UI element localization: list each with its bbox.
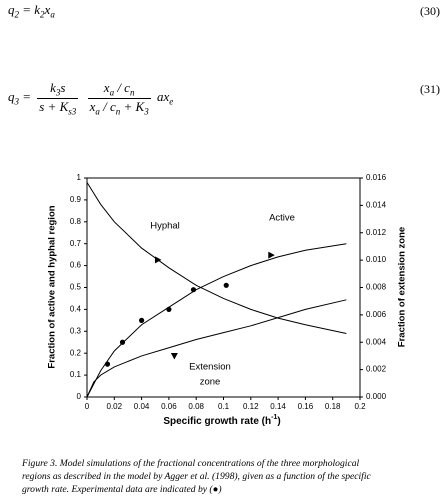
- eq-sub: a: [109, 87, 115, 98]
- curve: [86, 243, 347, 398]
- annotation: Active: [269, 213, 295, 224]
- x-tick-label: 0.04: [134, 402, 150, 411]
- y-tick-label: 0.8: [70, 217, 82, 226]
- eq-sub: 2: [14, 9, 20, 20]
- data-point: [119, 339, 126, 345]
- x-tick-label: 0.02: [107, 402, 123, 411]
- equation: q2 = k2xa: [8, 2, 55, 20]
- eq-text: = k: [22, 2, 41, 17]
- eq-text: x: [44, 2, 51, 17]
- eq-sub: 3: [144, 106, 149, 117]
- y-tick-label: 0.3: [70, 326, 82, 335]
- y2-tick-label: 0.000: [366, 392, 387, 401]
- eq-text: x: [103, 80, 110, 95]
- chart: Fraction of active and hyphal region Fra…: [47, 173, 408, 427]
- x-tick-label: 0.08: [188, 402, 204, 411]
- eq-sub: 2: [40, 9, 45, 20]
- y2-tick-label: 0.010: [366, 255, 387, 264]
- data-point: [166, 306, 172, 312]
- y2-tick-label: 0.016: [366, 173, 387, 182]
- x-tick-label: 0.12: [243, 402, 259, 411]
- eq-text: s + K: [39, 98, 69, 114]
- eq-number: (30): [420, 4, 440, 18]
- y2-tick-label: 0.008: [366, 283, 387, 292]
- y2-tick-label: 0.002: [366, 365, 387, 374]
- eq-text: k: [50, 80, 56, 95]
- eq-sub: a: [95, 106, 100, 117]
- x-tick-label: 0.1: [218, 402, 230, 411]
- eq-sub: e: [169, 96, 174, 107]
- eq-number: (31): [420, 82, 440, 96]
- x-tick-label: 0: [85, 402, 90, 411]
- equation: q3 = k3s s + Ks3 xa / cn xa / cn + K3 axe: [8, 80, 173, 116]
- caption-line: regions as described in the model by Agg…: [22, 471, 371, 482]
- eq-text: ax: [156, 89, 170, 105]
- eq-text: q: [8, 89, 15, 105]
- y-tick-label: 0.1: [70, 370, 82, 379]
- data-point: [139, 317, 145, 323]
- y-tick-label: 0.5: [70, 283, 82, 292]
- y-tick-label: 0.2: [70, 348, 82, 357]
- data-point: [104, 361, 111, 367]
- x-tick-label: 0.2: [354, 402, 366, 411]
- eq-text: + K: [120, 98, 145, 114]
- y-tick-label: 0.7: [70, 239, 82, 248]
- x-tick-label: 0.16: [298, 402, 314, 411]
- x-title-text: ): [277, 416, 280, 427]
- annotation: Extension: [189, 362, 231, 373]
- caption-line: growth rate. Experimental data are indic…: [22, 484, 222, 495]
- x-tick-label: 0.18: [325, 402, 341, 411]
- x-tick-label: 0.14: [270, 402, 286, 411]
- eq-sub: n: [115, 106, 121, 117]
- fraction: xa / cn xa / cn + K3: [87, 80, 151, 117]
- eq-text: x: [89, 98, 96, 114]
- eq-sub: 3: [14, 96, 20, 107]
- eq-text: / c: [114, 80, 130, 95]
- eq-sub: s3: [68, 106, 77, 117]
- marker: [268, 251, 275, 259]
- y-axis-title: Fraction of active and hyphal region: [47, 205, 58, 368]
- y2-tick-label: 0.006: [366, 310, 387, 319]
- caption-line: Figure 3. Model simulations of the fract…: [22, 458, 360, 469]
- curve: [86, 299, 347, 398]
- curve: [86, 182, 347, 334]
- x-title-sup: -1: [271, 414, 277, 421]
- eq-text: / c: [99, 98, 116, 114]
- eq-text: =: [22, 89, 32, 105]
- fraction: k3s s + Ks3: [37, 80, 79, 117]
- x-axis-title: Specific growth rate (h-1): [163, 414, 280, 427]
- y2-tick-label: 0.004: [366, 337, 387, 346]
- marker: [170, 353, 178, 360]
- y2-tick-label: 0.012: [366, 228, 387, 237]
- annotation: zone: [200, 377, 221, 388]
- eq-text: q: [8, 2, 15, 17]
- eq-sub: 3: [55, 87, 61, 98]
- y2-axis-title: Fraction of extension zone: [397, 227, 408, 347]
- annotation: Hyphal: [150, 221, 180, 232]
- eq-sub: a: [50, 9, 55, 20]
- y2-tick-label: 0.014: [366, 200, 387, 209]
- y-tick-label: 0.9: [70, 195, 82, 204]
- y-tick-label: 0: [77, 392, 82, 401]
- data-point: [190, 287, 197, 293]
- marker: [154, 256, 162, 264]
- x-tick-label: 0.06: [161, 402, 177, 411]
- y-tick-label: 1: [77, 173, 82, 182]
- data-point: [223, 282, 229, 288]
- y-tick-label: 0.4: [70, 305, 82, 314]
- eq-sub: n: [129, 87, 135, 98]
- x-title-text: Specific growth rate (h: [163, 416, 271, 427]
- eq-text: s: [60, 80, 66, 95]
- y-tick-label: 0.6: [70, 261, 82, 270]
